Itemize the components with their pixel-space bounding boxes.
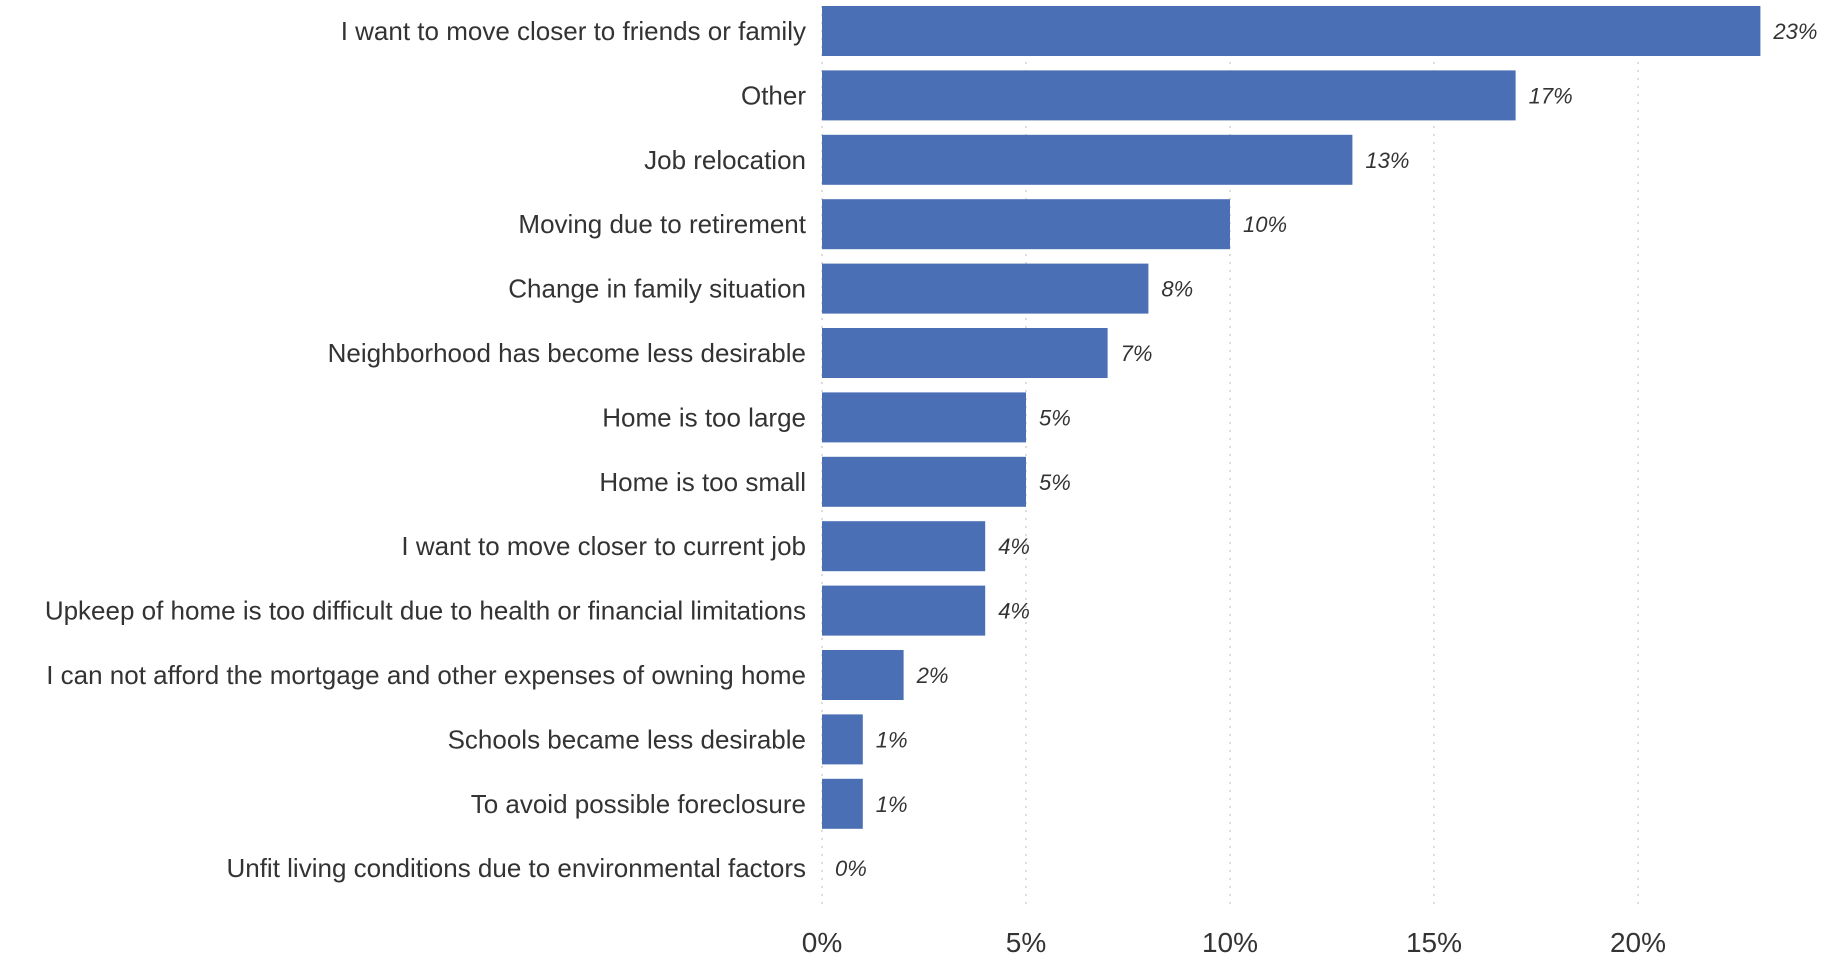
- bar: [822, 714, 863, 765]
- data-label: 4%: [998, 599, 1030, 624]
- x-tick-label: 0%: [802, 927, 842, 956]
- category-label: Job relocation: [644, 145, 806, 175]
- bar: [822, 392, 1026, 443]
- category-label: Change in family situation: [508, 274, 806, 304]
- bars: [822, 6, 1761, 829]
- bar: [822, 778, 863, 829]
- category-label: Upkeep of home is too difficult due to h…: [45, 596, 806, 626]
- x-tick-label: 20%: [1610, 927, 1666, 956]
- value-labels: 23% 17% 13% 10% 8% 7% 5% 5% 4% 4% 2% 1% 1% 0%: [835, 19, 1817, 881]
- category-label: Home is too large: [602, 402, 806, 432]
- data-label: 4%: [998, 534, 1030, 559]
- bar: [822, 521, 986, 572]
- data-label: 5%: [1039, 405, 1071, 430]
- bar: [822, 263, 1149, 314]
- x-tick-label: 5%: [1006, 927, 1046, 956]
- category-label: Unfit living conditions due to environme…: [226, 853, 806, 883]
- bar: [822, 70, 1516, 121]
- category-label: I want to move closer to current job: [401, 531, 806, 561]
- category-label: Moving due to retirement: [518, 209, 806, 239]
- bar: [822, 585, 986, 636]
- category-label: Neighborhood has become less desirable: [328, 338, 806, 368]
- data-label: 17%: [1529, 83, 1573, 108]
- bar: [822, 199, 1230, 250]
- category-label: To avoid possible foreclosure: [471, 789, 806, 819]
- gridlines: [821, 6, 1639, 905]
- bar: [822, 650, 904, 700]
- bar: [822, 6, 1761, 56]
- data-label: 1%: [876, 727, 908, 752]
- data-label: 23%: [1772, 19, 1817, 44]
- bar: [822, 456, 1026, 507]
- data-label: 10%: [1243, 212, 1287, 237]
- data-label: 13%: [1365, 148, 1409, 173]
- category-label: Other: [741, 80, 806, 110]
- data-label: 5%: [1039, 470, 1071, 495]
- x-tick-label: 10%: [1202, 927, 1258, 956]
- x-axis-ticks: 0% 5% 10% 15% 20%: [802, 927, 1666, 956]
- x-tick-label: 15%: [1406, 927, 1462, 956]
- data-label: 2%: [916, 663, 949, 688]
- data-label: 0%: [835, 856, 867, 881]
- data-label: 1%: [876, 792, 908, 817]
- category-label: I want to move closer to friends or fami…: [341, 16, 806, 46]
- category-labels: I want to move closer to friends or fami…: [45, 16, 807, 883]
- category-label: I can not afford the mortgage and other …: [46, 660, 806, 690]
- bar: [822, 328, 1108, 378]
- data-label: 8%: [1161, 277, 1193, 302]
- bar: [822, 134, 1353, 185]
- category-label: Home is too small: [599, 467, 806, 497]
- data-label: 7%: [1121, 341, 1153, 366]
- category-label: Schools became less desirable: [448, 724, 806, 754]
